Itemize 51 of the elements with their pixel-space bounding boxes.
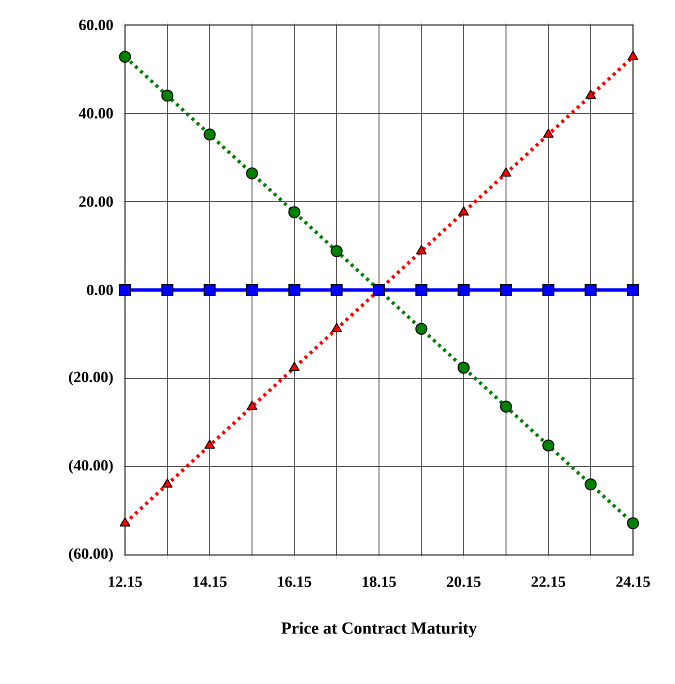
point: [246, 167, 258, 180]
y-tick-label: (40.00): [68, 460, 113, 474]
point: [543, 128, 554, 138]
point: [584, 284, 597, 296]
point: [246, 284, 258, 296]
point: [119, 284, 131, 296]
point: [627, 284, 640, 296]
point: [330, 284, 343, 296]
point: [288, 206, 300, 218]
point: [204, 284, 216, 296]
point: [204, 128, 216, 141]
point: [415, 322, 428, 335]
point: [120, 517, 130, 526]
x-tick-label: 24.15: [616, 576, 650, 587]
point: [330, 245, 343, 258]
point: [161, 284, 174, 296]
point: [542, 439, 554, 452]
point: [458, 362, 470, 374]
point: [162, 478, 173, 488]
y-tick-label: 40.00: [78, 108, 113, 119]
x-tick-label: 18.15: [362, 576, 396, 588]
x-tick-label: 20.15: [446, 576, 481, 588]
point: [289, 362, 300, 371]
x-tick-label: 14.15: [193, 576, 227, 587]
y-tick-label: 0.00: [86, 284, 113, 296]
point: [458, 206, 469, 216]
point: [161, 90, 174, 102]
point: [331, 322, 342, 332]
x-tick-label: 16.15: [278, 576, 312, 587]
point: [416, 245, 427, 254]
y-tick-label: (20.00): [68, 371, 113, 386]
point: [628, 50, 638, 60]
point: [119, 50, 131, 63]
y-tick-label: 60.00: [79, 20, 113, 30]
point: [542, 284, 554, 296]
point: [288, 284, 300, 296]
x-axis-title: Price at Contract Maturity: [281, 622, 477, 638]
x-tick-label: 12.15: [108, 576, 142, 587]
y-tick-label: (60.00): [68, 548, 113, 562]
point: [415, 284, 428, 296]
point: [627, 517, 640, 530]
x-tick-label: 22.15: [532, 576, 566, 587]
point: [458, 284, 470, 296]
point: [500, 400, 512, 413]
point: [246, 400, 258, 410]
point: [585, 90, 596, 99]
y-tick-label: 20.00: [79, 196, 113, 207]
point: [204, 439, 215, 449]
point: [584, 478, 597, 490]
point: [500, 167, 512, 177]
point: [500, 284, 512, 296]
